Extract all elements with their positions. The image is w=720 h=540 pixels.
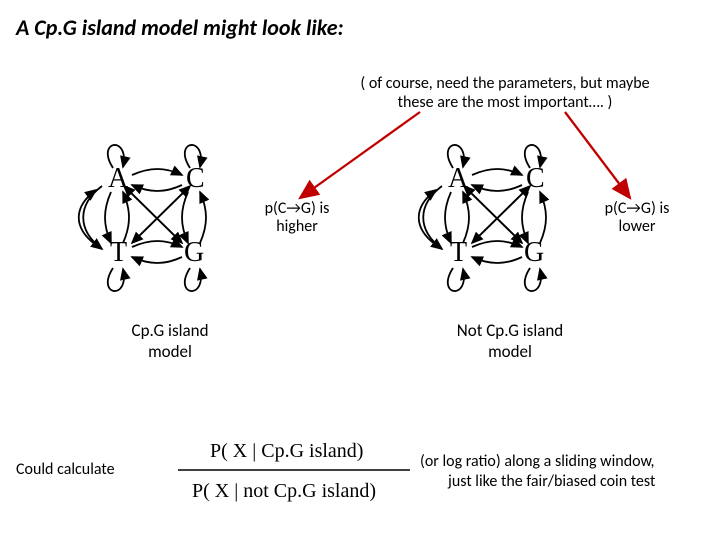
annot-higher-l1: p(C→G) is (265, 199, 330, 218)
label-cpg-l2: model (148, 341, 192, 362)
node-left-G: G (184, 237, 204, 269)
red-arrow-to-higher (300, 112, 420, 198)
formula-numerator: P( X | Cp.G island) (210, 440, 363, 463)
annot-higher-l2: higher (276, 217, 318, 236)
label-not-cpg-model: Not Cp.G island model (435, 320, 585, 362)
red-arrow-to-lower (565, 112, 630, 198)
node-right-T: T (450, 237, 467, 269)
node-left-C: C (186, 163, 205, 195)
node-left-T: T (110, 237, 127, 269)
annot-lower-l1: p(C→G) is (605, 199, 670, 218)
label-cpg-model: Cp.G island model (110, 320, 230, 362)
annot-lower: p(C→G) is lower (592, 200, 682, 237)
ratio-l2: just like the fair/biased coin test (420, 472, 655, 491)
node-right-C: C (526, 163, 545, 195)
label-notcpg-l2: model (488, 341, 532, 362)
node-left-A: A (108, 163, 128, 195)
label-notcpg-l1: Not Cp.G island (457, 320, 563, 341)
could-calculate-label: Could calculate (16, 460, 115, 479)
node-right-A: A (448, 163, 468, 195)
ratio-note: (or log ratio) along a sliding window, j… (420, 452, 710, 492)
ratio-l1: (or log ratio) along a sliding window, (420, 452, 655, 471)
label-cpg-l1: Cp.G island (132, 320, 209, 341)
annot-higher: p(C→G) is higher (252, 200, 342, 237)
formula-denominator: P( X | not Cp.G island) (192, 480, 376, 503)
node-right-G: G (524, 237, 544, 269)
annot-lower-l2: lower (619, 217, 656, 236)
